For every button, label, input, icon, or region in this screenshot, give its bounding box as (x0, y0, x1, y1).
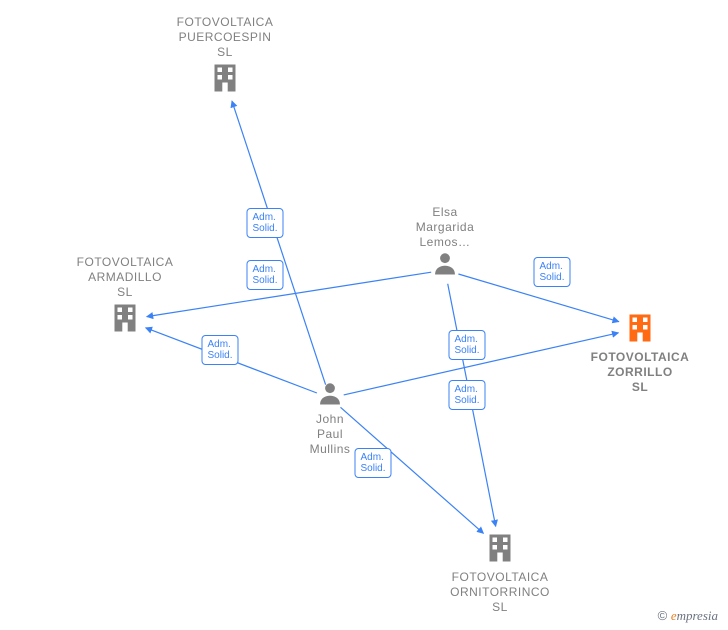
edge-label: Adm. Solid. (246, 260, 283, 290)
building-icon (622, 310, 658, 346)
network-diagram: FOTOVOLTAICAPUERCOESPINSL FOTOVOLTAICAAR… (0, 0, 728, 630)
building-icon (107, 300, 143, 336)
node-label: ORNITORRINCO (430, 585, 570, 600)
edge-label: Adm. Solid. (533, 257, 570, 287)
node-label: ZORRILLO (570, 365, 710, 380)
edge-label: Adm. Solid. (448, 380, 485, 410)
person-icon (316, 380, 344, 408)
node-label: ARMADILLO (55, 270, 195, 285)
node-label: FOTOVOLTAICA (155, 15, 295, 30)
edge-label: Adm. Solid. (448, 330, 485, 360)
copyright-symbol: © (658, 608, 668, 623)
person-node-john: JohnPaulMullins (260, 380, 400, 457)
node-label: Lemos… (375, 235, 515, 250)
node-label: SL (570, 380, 710, 395)
node-label: PUERCOESPIN (155, 30, 295, 45)
copyright: © empresia (658, 608, 718, 624)
person-icon (431, 250, 459, 278)
person-node-elsa: ElsaMargaridaLemos… (375, 205, 515, 282)
edge-label: Adm. Solid. (246, 208, 283, 238)
edge-john-puercoespin (232, 101, 326, 385)
node-label: SL (55, 285, 195, 300)
company-node-ornitorrinco: FOTOVOLTAICAORNITORRINCOSL (430, 530, 570, 615)
node-label: SL (155, 45, 295, 60)
node-label: Margarida (375, 220, 515, 235)
node-label: FOTOVOLTAICA (570, 350, 710, 365)
node-label: Paul (260, 427, 400, 442)
node-label: SL (430, 600, 570, 615)
edge-label: Adm. Solid. (201, 335, 238, 365)
company-node-zorrillo: FOTOVOLTAICAZORRILLOSL (570, 310, 710, 395)
company-node-armadillo: FOTOVOLTAICAARMADILLOSL (55, 255, 195, 340)
building-icon (482, 530, 518, 566)
building-icon (207, 60, 243, 96)
node-label: Elsa (375, 205, 515, 220)
node-label: FOTOVOLTAICA (55, 255, 195, 270)
node-label: John (260, 412, 400, 427)
company-node-puercoespin: FOTOVOLTAICAPUERCOESPINSL (155, 15, 295, 100)
node-label: FOTOVOLTAICA (430, 570, 570, 585)
edge-elsa-ornitorrinco (448, 284, 496, 527)
node-label: Mullins (260, 442, 400, 457)
brand-rest: mpresia (677, 608, 718, 623)
